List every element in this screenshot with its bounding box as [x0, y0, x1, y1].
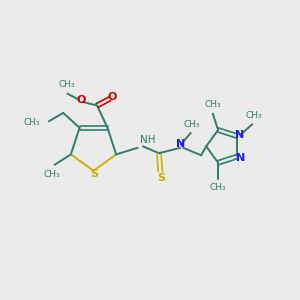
Text: NH: NH	[140, 135, 155, 145]
Text: CH₃: CH₃	[183, 120, 200, 129]
Text: CH₃: CH₃	[58, 80, 75, 88]
Text: O: O	[108, 92, 117, 103]
Text: N: N	[235, 130, 244, 140]
Text: N: N	[176, 139, 186, 149]
Text: CH₃: CH₃	[43, 170, 60, 179]
Text: S: S	[90, 169, 98, 179]
Text: CH₃: CH₃	[204, 100, 221, 109]
Text: CH₃: CH₃	[245, 111, 262, 120]
Text: CH₃: CH₃	[24, 118, 40, 127]
Text: S: S	[157, 172, 165, 183]
Text: N: N	[236, 153, 245, 163]
Text: O: O	[76, 95, 86, 105]
Text: CH₃: CH₃	[210, 183, 226, 192]
